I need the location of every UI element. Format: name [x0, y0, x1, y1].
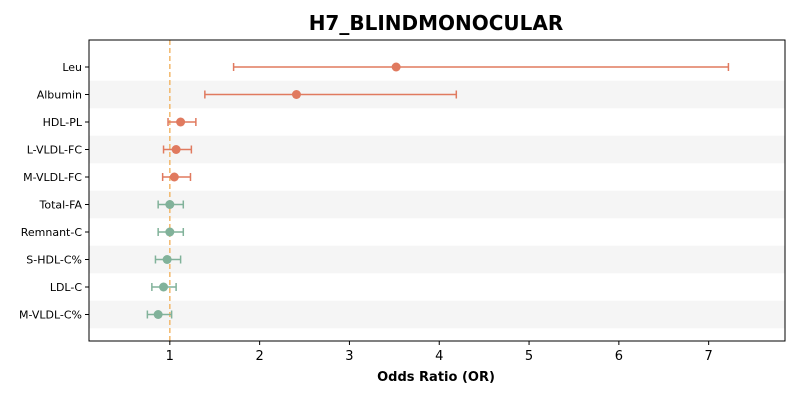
y-tick-label: M-VLDL-FC	[23, 171, 82, 184]
y-tick-label: Leu	[62, 61, 82, 74]
y-tick-label: S-HDL-C%	[26, 254, 82, 267]
point-estimate	[162, 255, 172, 264]
y-tick-label: HDL-PL	[43, 116, 83, 129]
point-estimate	[165, 200, 175, 209]
y-tick-label: Total-FA	[38, 199, 82, 212]
point-estimate	[291, 90, 301, 99]
point-estimate	[165, 227, 175, 237]
x-tick-label: 2	[255, 349, 263, 364]
x-tick-label: 4	[435, 349, 443, 364]
x-tick-label: 5	[525, 349, 533, 364]
x-tick-label: 7	[705, 349, 713, 364]
x-tick-label: 3	[345, 349, 353, 364]
row-band	[89, 190, 785, 219]
point-estimate	[391, 62, 401, 72]
x-axis-label: Odds Ratio (OR)	[377, 370, 495, 385]
x-tick-label: 6	[615, 349, 623, 364]
row-band	[89, 135, 785, 164]
row-bands	[89, 80, 785, 329]
point-estimate	[169, 172, 179, 182]
plot-marks	[146, 62, 730, 319]
point-estimate	[171, 145, 181, 154]
y-tick-label: LDL-C	[50, 281, 83, 294]
row-band	[89, 300, 785, 329]
y-axis: Leu Albumin HDL-PL L-VLDL-FC M-VLDL-FC Total-…	[19, 61, 89, 322]
point-estimate	[176, 117, 186, 127]
y-tick-label: L-VLDL-FC	[27, 144, 83, 157]
x-axis: 1 2 3 4 5 6 7	[166, 341, 713, 364]
point-estimate	[159, 282, 169, 292]
x-tick-label: 1	[166, 349, 174, 364]
chart-title: H7_BLINDMONOCULAR	[309, 11, 564, 35]
point-estimate	[153, 310, 163, 319]
y-tick-label: M-VLDL-C%	[19, 309, 82, 322]
y-tick-label: Albumin	[37, 89, 82, 102]
row-band	[89, 245, 785, 274]
y-tick-label: Remnant-C	[21, 226, 83, 239]
plot-frame	[88, 39, 786, 342]
